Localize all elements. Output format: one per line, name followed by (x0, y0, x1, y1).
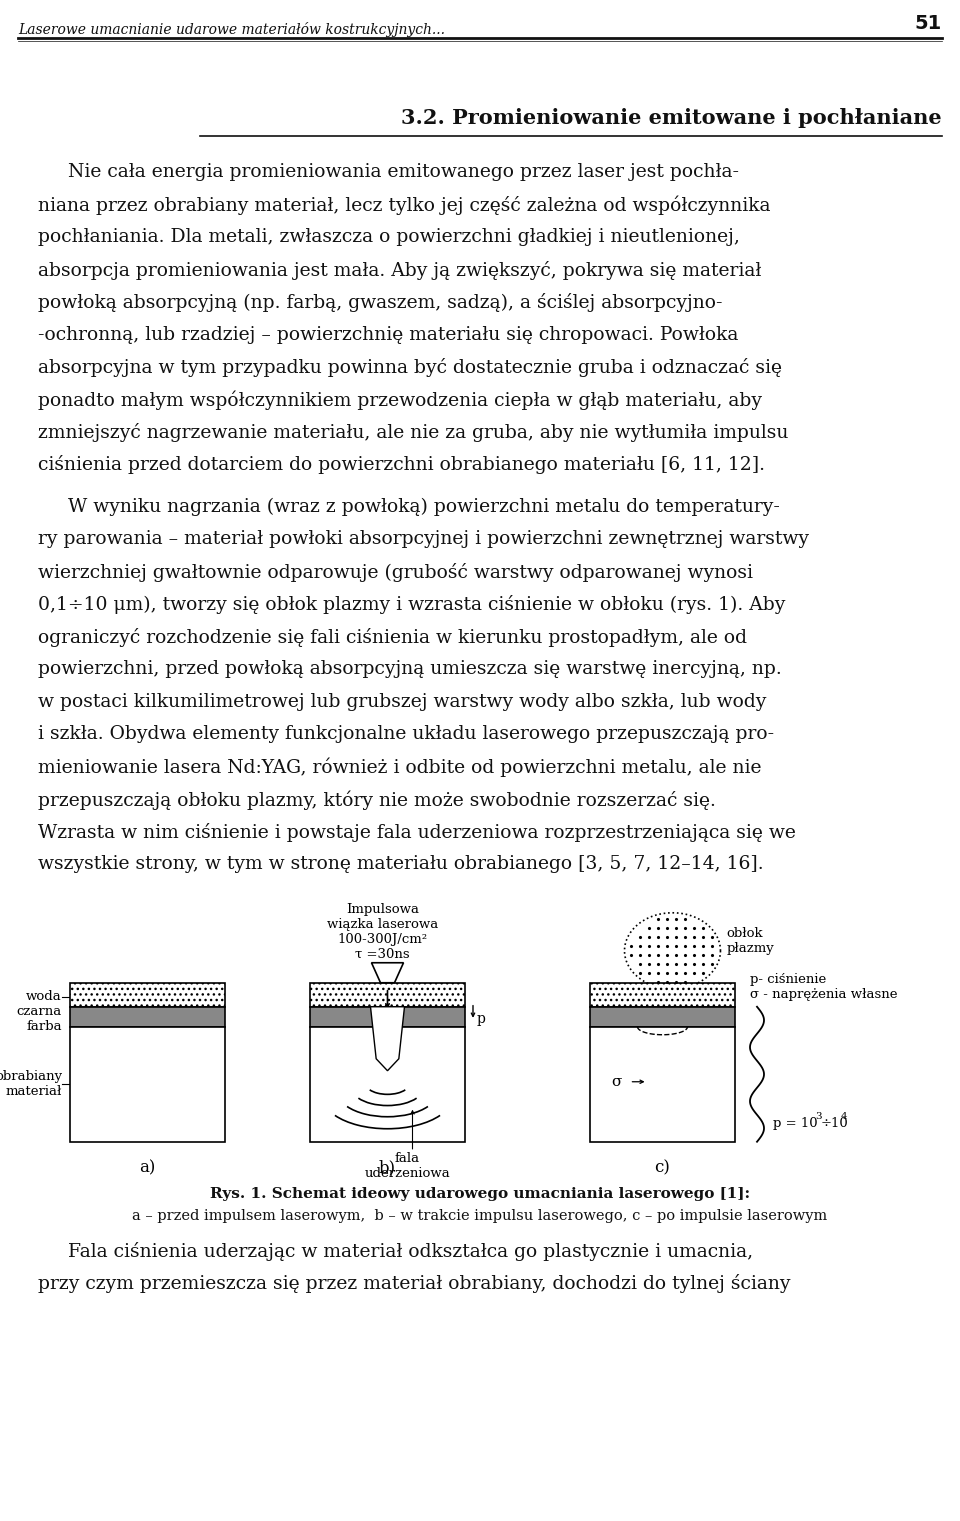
Text: czarna
farba: czarna farba (16, 1005, 62, 1033)
Text: -ochronną, lub rzadziej – powierzchnię materiału się chropowaci. Powłoka: -ochronną, lub rzadziej – powierzchnię m… (38, 325, 738, 344)
Bar (590, 983, 735, 1007)
Polygon shape (625, 913, 721, 989)
Text: σ: σ (612, 1075, 621, 1089)
Text: w postaci kilkumilimetrowej lub grubszej warstwy wody albo szkła, lub wody: w postaci kilkumilimetrowej lub grubszej… (38, 692, 766, 710)
Bar (310, 1027, 465, 1142)
Text: Impulsowa
wiązka laserowa
100-300J/cm²
τ =30ns: Impulsowa wiązka laserowa 100-300J/cm² τ… (326, 903, 438, 961)
Bar (310, 1007, 465, 1027)
Text: ciśnienia przed dotarciem do powierzchni obrabianego materiału [6, 11, 12].: ciśnienia przed dotarciem do powierzchni… (38, 455, 765, 475)
Bar (590, 1027, 735, 1142)
Text: Fala ciśnienia uderzając w materiał odkształca go plastycznie i umacnia,: Fala ciśnienia uderzając w materiał odks… (38, 1241, 754, 1261)
Text: a – przed impulsem laserowym,  b – w trakcie impulsu laserowego, c – po impulsie: a – przed impulsem laserowym, b – w trak… (132, 1209, 828, 1223)
Text: ry parowania – materiał powłoki absorpcyjnej i powierzchni zewnętrznej warstwy: ry parowania – materiał powłoki absorpcy… (38, 531, 809, 548)
Text: ograniczyć rozchodzenie się fali ciśnienia w kierunku prostopadłym, ale od: ograniczyć rozchodzenie się fali ciśnien… (38, 628, 747, 646)
Text: W wyniku nagrzania (wraz z powłoką) powierzchni metalu do temperatury-: W wyniku nagrzania (wraz z powłoką) powi… (38, 497, 780, 516)
Bar (70, 1027, 225, 1142)
Text: wierzchniej gwałtownie odparowuje (grubość warstwy odparowanej wynosi: wierzchniej gwałtownie odparowuje (grubo… (38, 563, 753, 581)
Text: przepuszczają obłoku plazmy, który nie może swobodnie rozszerzać się.: przepuszczają obłoku plazmy, który nie m… (38, 791, 716, 809)
Text: 3: 3 (815, 1112, 822, 1121)
Polygon shape (371, 1007, 404, 1071)
Text: woda: woda (26, 990, 62, 1004)
Text: Rys. 1. Schemat ideowy udarowego umacniania laserowego [1]:: Rys. 1. Schemat ideowy udarowego umacnia… (210, 1186, 750, 1200)
Text: obłok
płazmy: obłok płazmy (727, 926, 775, 955)
Text: b): b) (379, 1159, 396, 1177)
Text: powierzchni, przed powłoką absorpcyjną umieszcza się warstwę inercyjną, np.: powierzchni, przed powłoką absorpcyjną u… (38, 660, 781, 678)
Text: pochłaniania. Dla metali, zwłaszcza o powierzchni gładkiej i nieutlenionej,: pochłaniania. Dla metali, zwłaszcza o po… (38, 228, 740, 246)
Text: c): c) (655, 1159, 670, 1177)
Text: obrabiany
materiał: obrabiany materiał (0, 1071, 62, 1098)
Text: niana przez obrabiany materiał, lecz tylko jej część zależna od współczynnika: niana przez obrabiany materiał, lecz tyl… (38, 196, 771, 214)
Text: Laserowe umacnianie udarowe materiałów kostrukcyjnych...: Laserowe umacnianie udarowe materiałów k… (18, 21, 445, 37)
Text: 0,1÷10 μm), tworzy się obłok plazmy i wzrasta ciśnienie w obłoku (rys. 1). Aby: 0,1÷10 μm), tworzy się obłok plazmy i wz… (38, 595, 785, 614)
Text: absorpcyjna w tym przypadku powinna być dostatecznie gruba i odznaczać się: absorpcyjna w tym przypadku powinna być … (38, 357, 782, 377)
Text: ponadto małym współczynnikiem przewodzenia ciepła w głąb materiału, aby: ponadto małym współczynnikiem przewodzen… (38, 391, 762, 411)
Text: absorpcja promieniowania jest mała. Aby ją zwiększyć, pokrywa się materiał: absorpcja promieniowania jest mała. Aby … (38, 260, 761, 280)
Text: mieniowanie lasera Nd:YAG, również i odbite od powierzchni metalu, ale nie: mieniowanie lasera Nd:YAG, również i odb… (38, 757, 761, 777)
Text: a): a) (139, 1159, 156, 1177)
Polygon shape (372, 963, 403, 983)
Text: fala
uderzeniowa: fala uderzeniowa (365, 1151, 450, 1180)
Bar (70, 983, 225, 1007)
Text: powłoką absorpcyjną (np. farbą, gwaszem, sadzą), a ściślej absorpcyjno-: powłoką absorpcyjną (np. farbą, gwaszem,… (38, 294, 723, 312)
Text: p: p (477, 1011, 486, 1025)
Text: 4: 4 (841, 1112, 848, 1121)
Text: i szkła. Obydwa elementy funkcjonalne układu laserowego przepuszczają pro-: i szkła. Obydwa elementy funkcjonalne uk… (38, 726, 774, 744)
Bar (310, 983, 465, 1007)
Text: zmniejszyć nagrzewanie materiału, ale nie za gruba, aby nie wytłumiła impulsu: zmniejszyć nagrzewanie materiału, ale ni… (38, 423, 788, 443)
Text: przy czym przemieszcza się przez materiał obrabiany, dochodzi do tylnej ściany: przy czym przemieszcza się przez materia… (38, 1275, 790, 1293)
Bar (70, 1007, 225, 1027)
Text: wszystkie strony, w tym w stronę materiału obrabianego [3, 5, 7, 12–14, 16].: wszystkie strony, w tym w stronę materia… (38, 855, 763, 873)
Text: 51: 51 (915, 14, 942, 33)
Text: p = 10: p = 10 (773, 1118, 818, 1130)
Text: ÷10: ÷10 (821, 1118, 849, 1130)
Text: Wzrasta w nim ciśnienie i powstaje fala uderzeniowa rozprzestrzeniająca się we: Wzrasta w nim ciśnienie i powstaje fala … (38, 823, 796, 841)
Text: 3.2. Promieniowanie emitowane i pochłaniane: 3.2. Promieniowanie emitowane i pochłani… (401, 108, 942, 128)
Text: Nie cała energia promieniowania emitowanego przez laser jest pochła-: Nie cała energia promieniowania emitowan… (38, 163, 739, 181)
Text: p- ciśnienie
σ - naprężenia własne: p- ciśnienie σ - naprężenia własne (750, 973, 898, 1001)
Bar (590, 1007, 735, 1027)
